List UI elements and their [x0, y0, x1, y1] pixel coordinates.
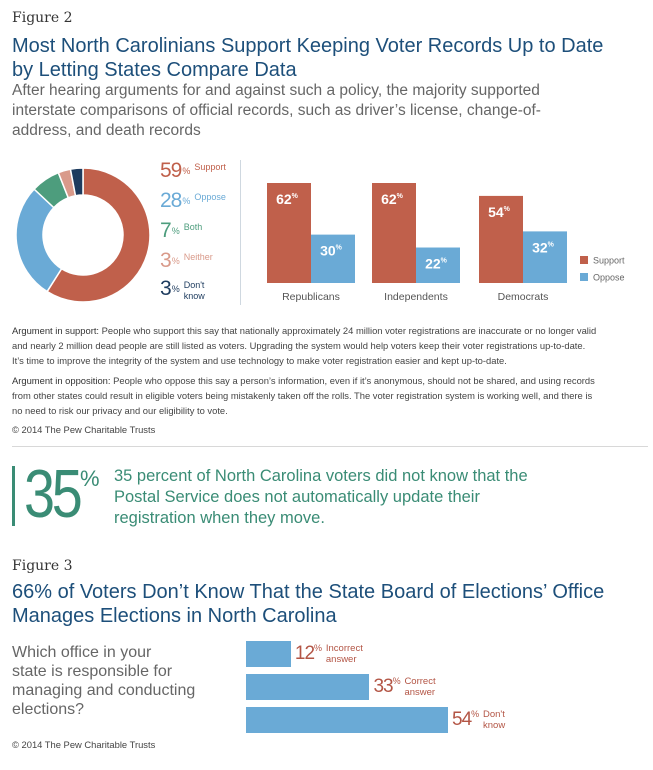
argument-opposition-heading: Argument in opposition:: [12, 375, 111, 386]
bar-oppose-independents: [416, 247, 460, 283]
bar-support-independents: [372, 183, 416, 283]
argument-support-line-3: It’s time to improve the integrity of th…: [12, 355, 507, 366]
callout-text: 35 percent of North Carolina voters did …: [114, 466, 634, 529]
grouped-bar-chart: 62%30%Republicans62%22%Independents54%32…: [267, 183, 625, 303]
figure-3-question: Which office in your state is responsibl…: [12, 643, 232, 719]
donut-chart: [15, 167, 151, 303]
callout-accent-bar: [12, 466, 15, 526]
figure-3-question-line-2: state is responsible for: [12, 663, 173, 680]
callout-text-line-2: Postal Service does not automatically up…: [114, 488, 480, 506]
bar-support-republicans: [267, 183, 311, 283]
figure-3-question-line-4: elections?: [12, 701, 85, 718]
figure-3-title: 66% of Voters Don’t Know That the State …: [12, 580, 648, 628]
donut-legend-value: 28%: [160, 189, 191, 212]
bar-oppose-republicans: [311, 234, 355, 283]
hbar-value: 12%: [294, 643, 323, 664]
bar-support-democrats: [479, 195, 523, 283]
section-rule: [12, 446, 648, 447]
figure-3-title-line-2: Manages Elections in North Carolina: [12, 605, 337, 627]
argument-support-line-2: and nearly 2 million dead people are sti…: [12, 340, 586, 351]
figure-2-subtitle-line-2: interstate comparisons of official recor…: [12, 102, 541, 119]
donut-legend-item: 28% Oppose: [160, 190, 226, 211]
argument-support: Argument in support: People who support …: [12, 323, 648, 368]
argument-opposition-line-1: People who oppose this say a person’s in…: [110, 375, 595, 386]
callout-percent-sign: %: [80, 466, 100, 491]
chart-divider: [240, 160, 241, 305]
argument-opposition-line-3: no need to risk our privacy and our elig…: [12, 405, 228, 416]
hbar-incorrect-answer: [246, 641, 291, 667]
hbar-correct-answer: [246, 674, 370, 700]
legend-label-support: Support: [593, 256, 625, 266]
figure-2-subtitle: After hearing arguments for and against …: [12, 81, 642, 141]
bar-oppose-democrats: [523, 231, 567, 283]
figure-2-title-line-2: by Letting States Compare Data: [12, 59, 297, 81]
argument-support-line-1: People who support this say that nationa…: [99, 325, 597, 336]
hbar-label: Correct answer: [404, 676, 436, 698]
legend-swatch-oppose: [580, 273, 588, 281]
figure-2-copyright: © 2014 The Pew Charitable Trusts: [12, 424, 156, 435]
hbar-label: Don't know: [483, 709, 506, 731]
donut-legend-label: Don't know: [183, 280, 205, 301]
argument-support-heading: Argument in support:: [12, 325, 100, 336]
donut-legend-value: 59%: [160, 159, 191, 182]
figure-3-question-line-1: Which office in your: [12, 644, 152, 661]
donut-legend-item: 59% Support: [160, 160, 226, 181]
donut-legend-item: 7% Both: [160, 220, 202, 241]
legend-swatch-support: [580, 256, 588, 264]
donut-legend-label: Support: [194, 162, 226, 172]
x-tick-label: Republicans: [282, 291, 340, 303]
donut-legend-value: 3%: [160, 249, 180, 272]
figure-2-title: Most North Carolinians Support Keeping V…: [12, 34, 642, 82]
callout-number: 35: [24, 456, 83, 532]
figure-3-label: Figure 3: [12, 558, 73, 574]
figure-2-subtitle-line-1: After hearing arguments for and against …: [12, 82, 540, 99]
donut-legend-item: 3% Neither: [160, 250, 213, 271]
legend-label-oppose: Oppose: [593, 273, 625, 283]
callout-text-line-3: registration when they move.: [114, 509, 325, 527]
figure-3-title-line-1: 66% of Voters Don’t Know That the State …: [12, 581, 605, 603]
donut-slice-support: [46, 167, 151, 303]
hbar-label: Incorrect answer: [325, 643, 363, 665]
donut-legend-item: 3% Don't know: [160, 278, 205, 302]
argument-opposition-line-2: from other states could result in eligib…: [12, 390, 593, 401]
donut-legend-label: Both: [183, 222, 203, 232]
hbar-value: 54%: [452, 709, 480, 730]
donut-legend-value: 7%: [160, 219, 180, 242]
hbar-don-t-know: [246, 707, 448, 733]
callout-text-line-1: 35 percent of North Carolina voters did …: [114, 467, 528, 485]
hbar-value: 33%: [373, 676, 401, 697]
argument-opposition: Argument in opposition: People who oppos…: [12, 373, 648, 418]
donut-legend-label: Oppose: [194, 192, 226, 202]
horizontal-bar-chart: 12% Incorrect answer 33% Correct answer 54% Don…: [246, 641, 646, 741]
donut-slice-don-t-know: [69, 167, 84, 197]
figure-3-question-line-3: managing and conducting: [12, 682, 196, 699]
x-tick-label: Independents: [384, 291, 448, 303]
figure-3-copyright: © 2014 The Pew Charitable Trusts: [12, 739, 156, 750]
figure-2-title-line-1: Most North Carolinians Support Keeping V…: [12, 35, 604, 57]
donut-legend-label: Neither: [183, 252, 213, 262]
x-tick-label: Democrats: [498, 291, 549, 303]
figure-2-label: Figure 2: [12, 10, 73, 26]
figure-2-subtitle-line-3: address, and death records: [12, 122, 201, 139]
donut-legend-value: 3%: [160, 277, 180, 300]
